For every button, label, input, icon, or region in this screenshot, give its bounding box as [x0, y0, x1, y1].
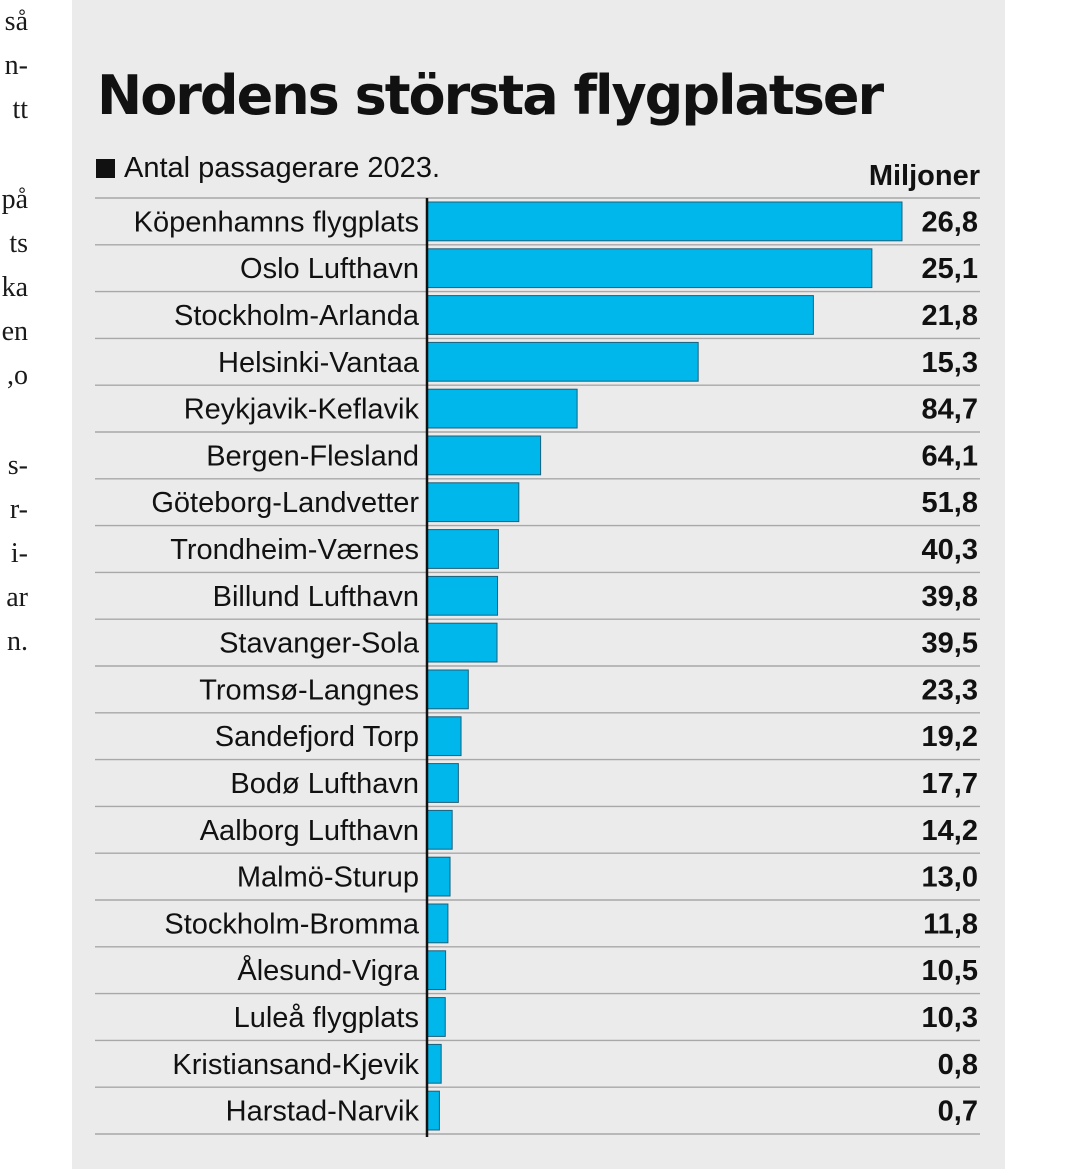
category-label: Malmö-Sturup — [237, 862, 419, 894]
category-label: Trondheim-Værnes — [170, 534, 419, 566]
article-text-fragment: i- — [10, 538, 28, 569]
category-label: Ålesund-Vigra — [237, 954, 420, 987]
category-label: Tromsø-Langnes — [199, 674, 419, 706]
value-label: 11,8 — [923, 908, 978, 940]
article-text-fragment: ,o — [7, 360, 28, 391]
chart-title: Nordens största flygplatser — [97, 64, 884, 127]
bar — [426, 997, 446, 1037]
bar — [426, 529, 499, 569]
value-label: 21,8 — [922, 300, 978, 332]
article-text-fragment: n- — [4, 50, 28, 81]
chart-subtitle: Antal passagerare 2023. — [96, 152, 440, 185]
bar — [426, 201, 903, 242]
category-label: Luleå flygplats — [234, 1002, 419, 1034]
category-label: Stockholm-Arlanda — [174, 300, 420, 332]
category-label: Stavanger-Sola — [219, 628, 420, 660]
value-label: 51,8 — [922, 487, 978, 519]
bar — [426, 716, 462, 757]
article-text-fragment: en — [1, 316, 28, 347]
value-label: 23,3 — [922, 674, 978, 706]
bar — [426, 669, 469, 710]
value-label: 64,1 — [922, 440, 978, 472]
value-label: 15,3 — [922, 347, 978, 379]
bar — [426, 809, 453, 850]
bar — [426, 622, 498, 663]
category-label: Göteborg-Landvetter — [151, 487, 419, 519]
value-label: 39,8 — [922, 581, 978, 613]
article-text-fragment: r- — [9, 494, 28, 525]
category-label: Bodø Lufthavn — [230, 768, 419, 800]
value-label: 17,7 — [922, 768, 978, 800]
category-label: Reykjavik-Keflavik — [184, 394, 420, 426]
article-text-fragment: tt — [12, 94, 28, 125]
category-label: Bergen-Flesland — [206, 440, 419, 472]
bar — [426, 482, 520, 523]
bar — [426, 341, 699, 382]
bar — [426, 388, 578, 429]
article-text-column: så n-tt på ts ka en ,o s-r-i-ar n. — [0, 0, 36, 700]
category-label: Billund Lufthavn — [213, 581, 419, 613]
value-label: 13,0 — [922, 862, 978, 894]
category-label: Harstad-Narvik — [226, 1096, 420, 1128]
article-text-fragment: ts — [9, 228, 28, 259]
value-label: 0,8 — [938, 1049, 978, 1081]
category-label: Sandefjord Torp — [215, 721, 419, 753]
bar — [426, 950, 447, 991]
article-text-fragment: ar — [6, 582, 28, 613]
bar — [426, 903, 449, 944]
value-label: 40,3 — [922, 534, 978, 566]
bar — [426, 1043, 442, 1084]
category-label: Köpenhamns flygplats — [134, 206, 419, 238]
bar — [426, 575, 499, 616]
subtitle-text: Antal passagerare 2023. — [124, 152, 440, 184]
value-label: 25,1 — [922, 253, 978, 285]
value-label: 84,7 — [922, 394, 978, 426]
unit-label: Miljoner — [868, 160, 980, 192]
category-label: Oslo Lufthavn — [240, 253, 419, 285]
article-text-fragment: n. — [7, 626, 28, 657]
value-label: 19,2 — [922, 721, 978, 753]
value-label: 10,5 — [922, 955, 978, 987]
value-label: 10,3 — [922, 1002, 978, 1034]
value-label: 0,7 — [938, 1096, 978, 1128]
category-label: Kristiansand-Kjevik — [172, 1049, 419, 1081]
article-text-fragment: ka — [1, 272, 28, 303]
category-label: Helsinki-Vantaa — [218, 347, 420, 379]
bar — [426, 295, 814, 335]
category-label: Aalborg Lufthavn — [200, 815, 419, 847]
article-text-fragment: på — [1, 184, 28, 215]
bar — [426, 763, 459, 803]
square-bullet-icon — [96, 159, 115, 178]
bar — [426, 856, 451, 897]
value-label: 14,2 — [922, 815, 978, 847]
chart-panel — [72, 0, 1005, 1169]
article-text-fragment: så — [4, 6, 28, 37]
category-label: Stockholm-Bromma — [164, 908, 419, 940]
bar — [426, 248, 873, 289]
value-label: 26,8 — [922, 206, 978, 238]
bar — [426, 1090, 440, 1131]
value-label: 39,5 — [922, 628, 978, 660]
bar — [426, 435, 542, 476]
article-text-fragment: s- — [7, 450, 28, 481]
